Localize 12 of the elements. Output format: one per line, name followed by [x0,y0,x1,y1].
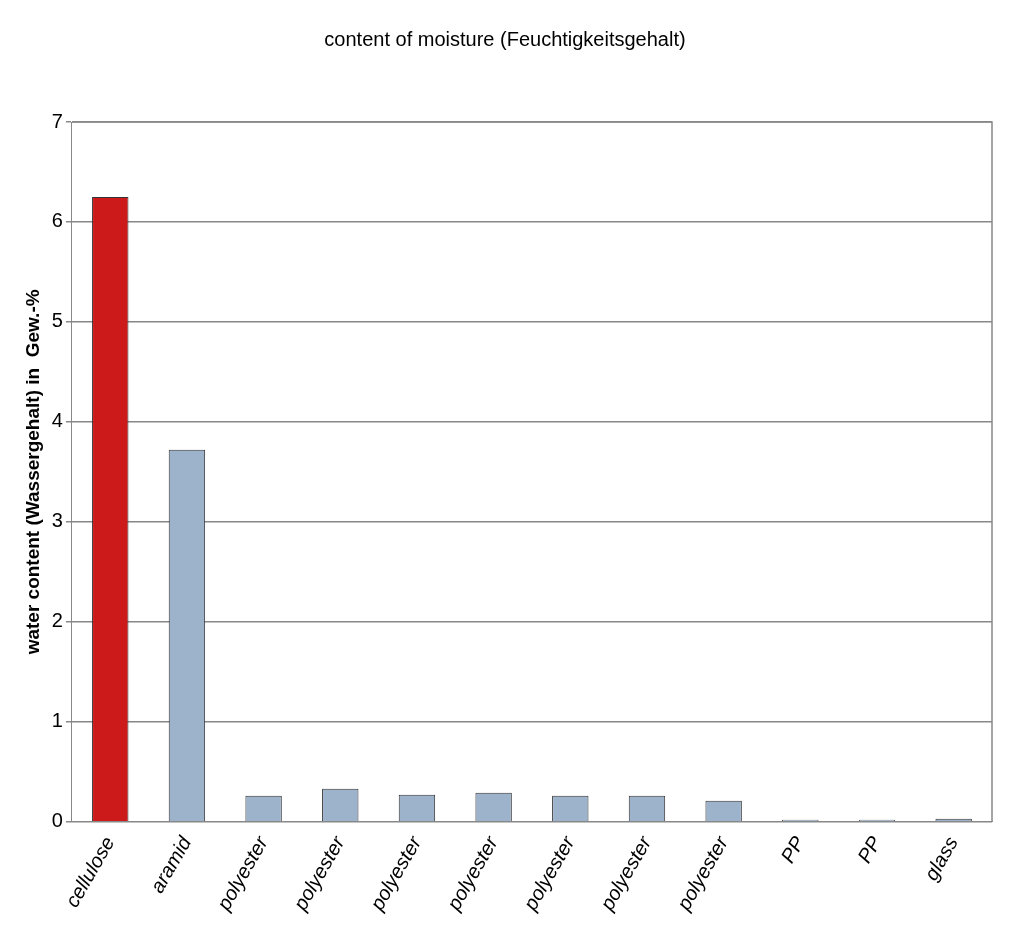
y-tick-label: 7 [51,109,63,132]
y-tick-label: 2 [51,609,63,632]
y-tick-label: 0 [51,809,63,832]
x-tick-label: PP [776,831,809,867]
y-tick-label: 3 [51,509,63,532]
y-axis-title: water content (Wassergehalt) in Gew.-% [21,289,43,656]
y-tick-label: 5 [51,309,63,332]
y-tick-label: 1 [51,709,63,732]
y-tick-label: 4 [51,409,63,432]
x-tick-label: PP [852,831,886,867]
y-tick-label: 6 [51,209,63,232]
chart-title: content of moisture (Feuchtigkeitsgehalt) [324,27,686,50]
